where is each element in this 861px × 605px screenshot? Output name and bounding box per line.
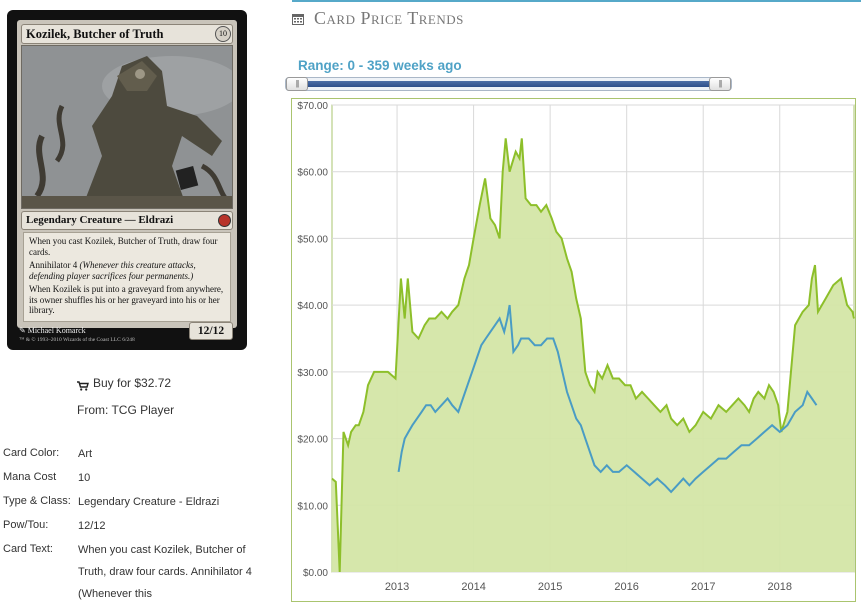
info-label: Card Color: <box>3 447 60 459</box>
buy-source: From: TCG Player <box>77 403 175 417</box>
paper-price-line <box>331 138 855 573</box>
y-tick-label: $0.00 <box>303 568 328 579</box>
info-value: Legendary Creature - Eldrazi <box>78 496 220 508</box>
card-text-box: When you cast Kozilek, Butcher of Truth,… <box>23 232 231 322</box>
x-tick-label: 2018 <box>768 581 792 593</box>
y-tick-label: $50.00 <box>297 234 328 245</box>
price-chart[interactable]: $0.00 $10.00 $20.00 $30.00 $40.00 $50.00 $60.0… <box>291 98 857 602</box>
card-text-line: Annihilator 4 (Whenever this creature at… <box>29 260 225 281</box>
range-slider[interactable]: ||| ||| <box>285 77 732 91</box>
x-tick-label: 2015 <box>538 581 562 593</box>
calendar-icon <box>292 14 304 25</box>
paper-price-area <box>332 138 854 572</box>
range-slider-max-handle[interactable]: ||| <box>709 77 731 91</box>
x-tick-label: 2017 <box>691 581 715 593</box>
creature-art <box>22 46 232 208</box>
info-value: When you cast Kozilek, Butcher of Truth,… <box>78 544 252 600</box>
section-divider <box>292 0 861 2</box>
card-type-line: Legendary Creature — Eldrazi <box>21 211 233 230</box>
range-slider-min-handle[interactable]: ||| <box>286 77 308 91</box>
range-slider-fill <box>296 81 726 87</box>
info-label: Pow/Tou: <box>3 519 49 531</box>
x-tick-label: 2013 <box>385 581 409 593</box>
cart-icon <box>77 381 89 391</box>
info-label: Mana Cost <box>3 471 57 483</box>
buy-link[interactable]: Buy for $32.72 <box>93 376 172 390</box>
mana-cost-symbol: 10 <box>215 26 231 42</box>
card-power-toughness: 12/12 <box>189 322 233 340</box>
card-art <box>21 45 233 209</box>
card-copyright: ™ & © 1993–2010 Wizards of the Coast LLC… <box>19 337 135 343</box>
section-title: Card Price Trends <box>314 8 464 28</box>
card-name: Kozilek, Butcher of Truth <box>21 24 233 44</box>
y-tick-label: $30.00 <box>297 368 328 379</box>
set-symbol-icon <box>218 214 231 227</box>
card-artist-name: Michael Komarck <box>27 326 86 335</box>
x-tick-label: 2014 <box>461 581 485 593</box>
y-tick-label: $10.00 <box>297 501 328 512</box>
info-label: Card Text: <box>3 543 53 555</box>
y-tick-label: $60.00 <box>297 168 328 179</box>
buy-section: Buy for $32.72 <box>77 376 171 391</box>
card-reminder-text: (Whenever this creature attacks, defendi… <box>29 260 196 281</box>
range-label: Range: 0 - 359 weeks ago <box>298 58 462 73</box>
card-artist: ✎ Michael Komarck <box>19 326 86 335</box>
card-text-line: When you cast Kozilek, Butcher of Truth,… <box>29 236 218 257</box>
info-value: 12/12 <box>78 520 106 532</box>
y-tick-label: $40.00 <box>297 301 328 312</box>
foil-price-line <box>397 304 818 494</box>
info-label: Type & Class: <box>3 495 71 507</box>
y-tick-label: $70.00 <box>297 101 328 112</box>
card-keyword: Annihilator 4 <box>29 260 78 270</box>
card-text-line: When Kozilek is put into a graveyard fro… <box>29 284 224 315</box>
info-value: 10 <box>78 472 91 484</box>
card-face: Kozilek, Butcher of Truth 10 Legendary C… <box>17 20 237 340</box>
section-header: Card Price Trends <box>292 8 464 29</box>
info-value: Art <box>78 448 93 460</box>
x-tick-label: 2016 <box>614 581 638 593</box>
card-image[interactable]: Kozilek, Butcher of Truth 10 Legendary C… <box>7 10 247 350</box>
y-tick-label: $20.00 <box>297 435 328 446</box>
paintbrush-icon: ✎ <box>19 326 28 335</box>
